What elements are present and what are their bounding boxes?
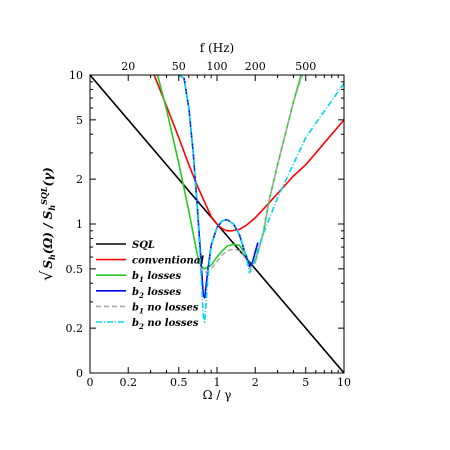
x-axis-title: Ω / γ [203, 388, 232, 402]
legend: SQL conventional b1 losses b2 losses b1 no l… [96, 240, 204, 331]
legend-label-sql: SQL [132, 240, 155, 251]
series-line-b1-losses [156, 75, 302, 270]
y-title-root: √ [37, 270, 56, 281]
y-title-den-arg: (γ) [41, 167, 55, 186]
series-line-conventional [153, 75, 344, 232]
legend-label-conventional: conventional [132, 256, 204, 267]
series-line-b2-no-losses [178, 75, 344, 323]
y-title-num-arg: (Ω) / S [41, 210, 55, 254]
y-tick-label: 0.5 [66, 263, 84, 276]
top-tick-label: 200 [245, 60, 266, 73]
series-layer [90, 75, 344, 373]
legend-label-b1-losses: b1 losses [132, 271, 181, 284]
top-tick-label: 500 [295, 60, 316, 73]
legend-label-b2-losses: b2 losses [132, 287, 181, 300]
y-title-den-sup: SQL [39, 186, 49, 205]
legend-label-b2-no-losses: b2 no losses [132, 318, 199, 331]
x-tick-label: 0.5 [170, 376, 188, 389]
y-title-den-sub: h [47, 205, 57, 211]
top-axis-title: f (Hz) [200, 41, 234, 55]
y-tick-label: 5 [76, 114, 83, 127]
x-tick-label: 2 [252, 376, 259, 389]
top-tick-label: 50 [172, 60, 186, 73]
x-tick-label: 0.2 [119, 376, 137, 389]
x-tick-label: 0 [87, 376, 94, 389]
y-title-num-sub: h [47, 254, 57, 260]
plot-frame [89, 74, 345, 374]
x-tick-label: 1 [214, 376, 221, 389]
x-tick-label: 5 [302, 376, 309, 389]
y-axis-title: √Sh(Ω) / ShSQL(γ) [37, 167, 57, 281]
y-tick-label: 1 [76, 218, 83, 231]
top-tick-label: 100 [207, 60, 228, 73]
svg-text:√Sh(Ω) / ShSQL(γ): √Sh(Ω) / ShSQL(γ) [37, 167, 57, 281]
y-title-num: S [41, 260, 55, 269]
series-line-b1-no-losses [196, 75, 304, 274]
x-tick-label: 10 [337, 376, 351, 389]
legend-label-b1-no-losses: b1 no losses [132, 302, 199, 315]
y-tick-label: 2 [76, 173, 83, 186]
y-tick-label: 0 [76, 367, 83, 380]
top-tick-label: 20 [121, 60, 135, 73]
y-tick-label: 10 [69, 69, 83, 82]
y-tick-label: 0.2 [66, 322, 84, 335]
